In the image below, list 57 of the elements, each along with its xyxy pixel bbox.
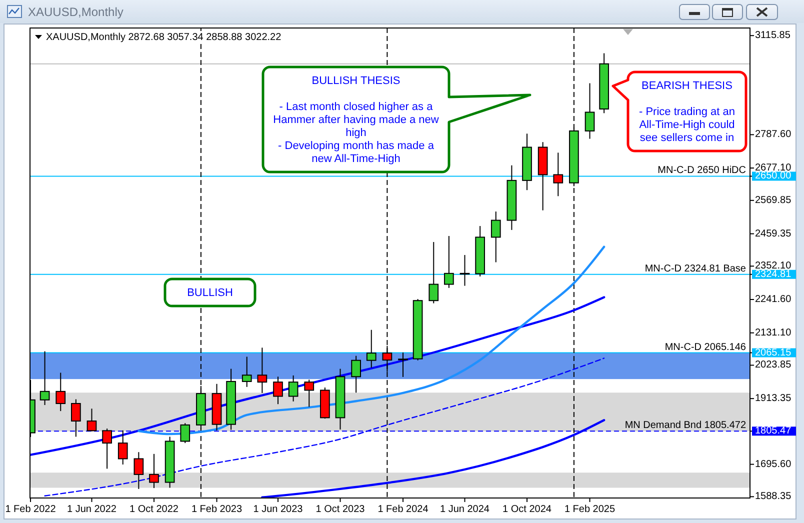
candlestick: [40, 350, 50, 406]
y-tick-label: 2023.85: [755, 360, 792, 371]
y-tick-label: 1588.35: [755, 491, 792, 502]
candlestick: [366, 329, 376, 368]
y-tick-label: 2650.00: [755, 170, 792, 182]
candlestick: [102, 428, 112, 470]
y-tick-label: 2241.60: [755, 294, 792, 305]
y-tick-label: 2324.81: [755, 268, 792, 280]
candlestick: [257, 347, 268, 394]
x-tick-label: 1 Jun 2024: [440, 504, 490, 515]
candlestick: [304, 379, 314, 408]
x-tick-label: 1 Jun 2023: [253, 504, 304, 515]
ref-line-label: MN-C-D 2324.81 Base: [644, 263, 746, 274]
y-tick-label: 2459.35: [755, 228, 792, 240]
x-tick-label: 1 Feb 2022: [5, 504, 56, 515]
chart-title: XAUUSD,Monthly: [28, 5, 124, 19]
candlestick: [288, 374, 298, 402]
y-tick-label: 2131.10: [755, 327, 792, 338]
x-tick-label: 1 Feb 2025: [564, 504, 616, 515]
candlestick: [460, 254, 470, 286]
x-tick-label: 1 Jun 2022: [66, 504, 117, 515]
ref-line-label: MN Demand Bnd 1805.472: [624, 420, 746, 432]
y-tick-label: 2569.85: [755, 194, 792, 206]
ref-line-label: MN-C-D 2065.146: [664, 342, 746, 353]
candlestick: [584, 82, 595, 140]
candlestick: [242, 356, 252, 388]
x-tick-label: 1 Oct 2023: [316, 504, 366, 515]
candlestick: [134, 452, 144, 490]
candlestick: [149, 453, 159, 489]
y-tick-label: 2065.15: [755, 347, 792, 358]
candlestick: [444, 235, 454, 288]
candlestick: [118, 430, 128, 465]
candlestick: [553, 152, 564, 197]
candlestick: [428, 242, 439, 304]
candlestick: [86, 408, 97, 432]
candlestick: [273, 376, 283, 405]
x-tick-label: 1 Feb 2023: [191, 504, 242, 515]
x-tick-label: 1 Oct 2022: [130, 504, 179, 515]
y-tick-label: 1695.60: [755, 458, 792, 470]
ref-line-label: MN-C-D 2650 HiDC: [658, 165, 746, 176]
candlestick: [398, 352, 408, 378]
y-tick-label: 1913.35: [755, 393, 792, 404]
candlestick: [180, 422, 190, 444]
x-tick-label: 1 Oct 2024: [502, 504, 552, 515]
candlestick: [56, 372, 66, 412]
candlestick: [70, 398, 81, 438]
x-tick-label: 1 Feb 2024: [378, 504, 429, 515]
y-tick-label: 3115.85: [755, 30, 791, 42]
annotation: BULLISH: [187, 287, 233, 299]
text: BULLISH THESIS - Last month closed higher as a Hammer after having made a new high - Developing month has made a new All-Time-High: [273, 75, 439, 165]
y-tick-label: 2787.60: [755, 129, 792, 140]
line-series: [138, 246, 606, 436]
candlestick: [490, 211, 501, 263]
y-tick-label: 1805.47: [755, 426, 792, 437]
candlestick: [351, 355, 361, 394]
chart-subtitle: XAUUSD,Monthly 2872.68 3057.34 2858.88 3022.22: [46, 32, 282, 43]
text: BEARISH THESIS - Price trading at an All-Time-High could see sellers come in: [639, 80, 735, 144]
